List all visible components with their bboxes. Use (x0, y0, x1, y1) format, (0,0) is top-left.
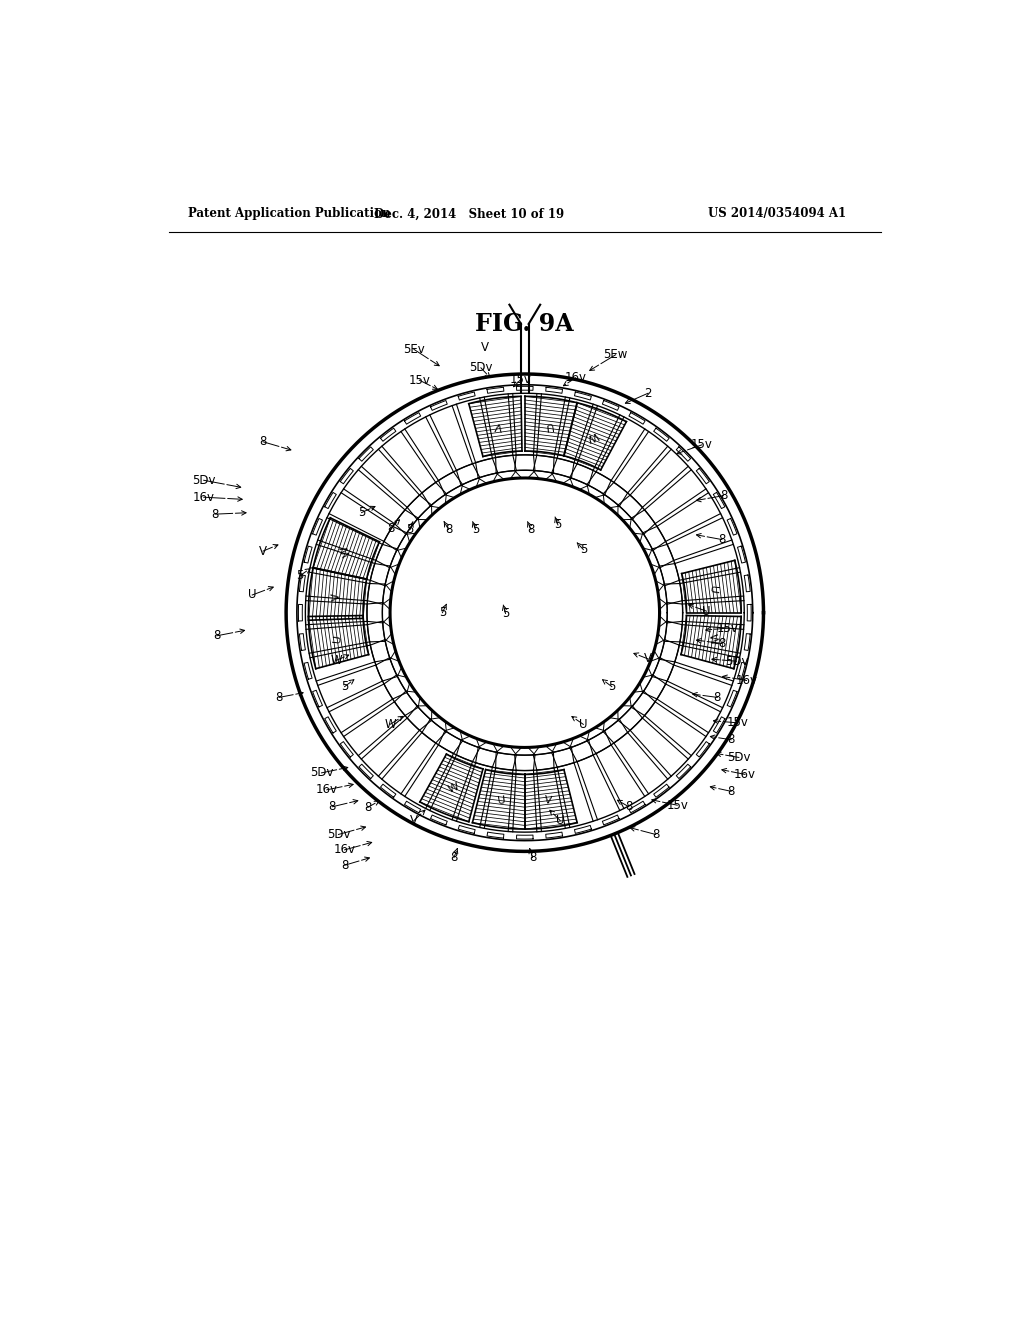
Text: 16v: 16v (193, 491, 215, 504)
Text: W: W (586, 429, 599, 442)
Text: 15v: 15v (691, 438, 713, 451)
Text: 5: 5 (407, 523, 414, 536)
Text: 5: 5 (608, 680, 615, 693)
Text: 8: 8 (451, 851, 458, 865)
Text: U: U (497, 795, 507, 805)
Text: 5Dv: 5Dv (310, 767, 333, 779)
Text: 15v: 15v (510, 372, 531, 385)
Text: 15v: 15v (717, 622, 738, 635)
Text: W: W (707, 632, 718, 645)
Text: 8: 8 (329, 800, 336, 813)
Text: 16v: 16v (734, 768, 756, 781)
Text: 16v: 16v (735, 675, 758, 686)
Text: W: W (331, 653, 342, 667)
Text: 8: 8 (275, 690, 283, 704)
Text: 8: 8 (365, 801, 372, 814)
Text: 5: 5 (472, 523, 479, 536)
Text: U: U (556, 814, 564, 828)
Text: W: W (447, 781, 461, 795)
Text: 5Ew: 5Ew (603, 348, 628, 362)
Text: V: V (644, 652, 652, 665)
Text: 8: 8 (718, 638, 726, 649)
Text: 8: 8 (727, 785, 735, 797)
Text: 8: 8 (527, 523, 535, 536)
Text: 8: 8 (714, 690, 721, 704)
Text: 2: 2 (644, 387, 651, 400)
Text: 5Dv: 5Dv (327, 828, 350, 841)
Text: V: V (494, 420, 503, 432)
Text: 8: 8 (652, 828, 659, 841)
Text: W: W (384, 718, 396, 731)
Text: 8: 8 (625, 800, 633, 813)
Text: US 2014/0354094 A1: US 2014/0354094 A1 (708, 207, 846, 220)
Text: 8: 8 (718, 533, 726, 546)
Text: 5: 5 (502, 607, 509, 620)
Text: 8: 8 (727, 733, 735, 746)
Text: Dec. 4, 2014   Sheet 10 of 19: Dec. 4, 2014 Sheet 10 of 19 (375, 207, 564, 220)
Text: 8: 8 (387, 521, 394, 535)
Text: FIG. 9A: FIG. 9A (475, 312, 574, 337)
Text: 15v: 15v (726, 717, 749, 730)
Text: 5Dv: 5Dv (191, 474, 215, 487)
Text: 16v: 16v (316, 783, 338, 796)
Text: V: V (331, 591, 342, 601)
Text: 5: 5 (296, 569, 304, 582)
Text: V: V (410, 814, 418, 828)
Text: Patent Application Publication: Patent Application Publication (188, 207, 391, 220)
Text: 16v: 16v (334, 843, 355, 857)
Text: V: V (259, 545, 267, 557)
Text: U: U (248, 589, 256, 602)
Text: 16v: 16v (564, 371, 587, 384)
Text: 8: 8 (213, 630, 220, 643)
Text: U: U (543, 420, 553, 430)
Text: U: U (707, 585, 718, 594)
Text: 8: 8 (259, 436, 266, 449)
Text: 8: 8 (341, 859, 348, 871)
Text: 15v: 15v (667, 799, 688, 812)
Text: 5: 5 (554, 519, 561, 532)
Text: 8: 8 (720, 490, 727, 502)
Text: U: U (702, 605, 711, 618)
Text: 5: 5 (438, 606, 446, 619)
Text: 5: 5 (357, 506, 366, 519)
Text: 8: 8 (528, 851, 537, 865)
Text: 5: 5 (580, 543, 587, 556)
Text: 15v: 15v (409, 374, 430, 387)
Text: 5Dv: 5Dv (469, 362, 493, 375)
Text: 5Dv: 5Dv (727, 751, 751, 764)
Text: V: V (544, 795, 552, 805)
Text: 8: 8 (212, 508, 219, 520)
Text: 5Dv: 5Dv (725, 655, 749, 668)
Text: W: W (340, 544, 352, 558)
Text: 5: 5 (341, 680, 348, 693)
Text: U: U (579, 718, 588, 731)
Text: V: V (480, 341, 488, 354)
Text: 8: 8 (444, 523, 453, 536)
Text: U: U (332, 635, 343, 644)
Text: 5Ev: 5Ev (403, 343, 425, 356)
